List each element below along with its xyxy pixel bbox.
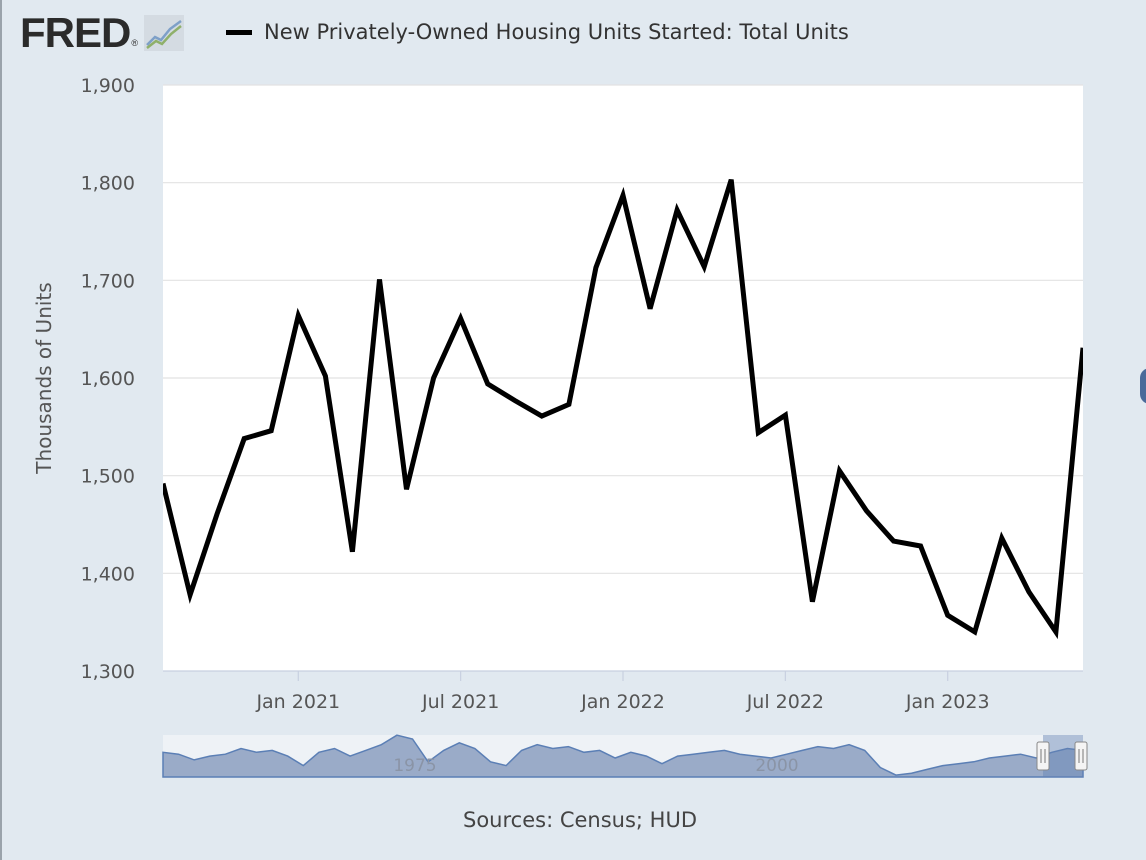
x-tick-label: Jul 2022 [746,691,824,713]
y-tick-label: 1,400 [81,563,135,585]
side-scroll-handle[interactable] [1140,368,1146,404]
legend-swatch [226,29,252,35]
fred-chart-icon [143,15,184,51]
y-tick-label: 1,800 [81,173,135,195]
x-tick-label: Jan 2022 [580,691,665,713]
x-tick-label: Jan 2023 [905,691,990,713]
fred-logo[interactable]: FRED ® [20,12,184,54]
navigator-tick-label: 2000 [755,756,798,776]
y-tick-label: 1,500 [81,466,135,488]
y-tick-label: 1,900 [81,75,135,97]
navigator-series-area [162,734,1084,778]
chart-legend[interactable]: New Privately-Owned Housing Units Starte… [226,20,849,44]
sources-note: Sources: Census; HUD [463,808,697,832]
registered-mark: ® [131,38,138,48]
legend-label: New Privately-Owned Housing Units Starte… [264,20,849,44]
y-tick-label: 1,600 [81,368,135,390]
x-tick-label: Jan 2021 [255,691,340,713]
navigator-tick-label: 1975 [393,756,436,776]
series-line[interactable] [163,178,1083,640]
fred-logo-text: FRED [20,9,131,56]
navigator-handle[interactable] [1036,741,1050,771]
y-tick-label: 1,300 [81,661,135,683]
window-edge [0,0,2,860]
x-tick-label: Jul 2021 [421,691,499,713]
navigator-handle[interactable] [1074,741,1088,771]
y-tick-label: 1,700 [81,270,135,292]
chart-area[interactable]: 1,300 1,400 1,500 1,600 1,700 1,800 1,900 Jan 2… [0,0,1146,790]
